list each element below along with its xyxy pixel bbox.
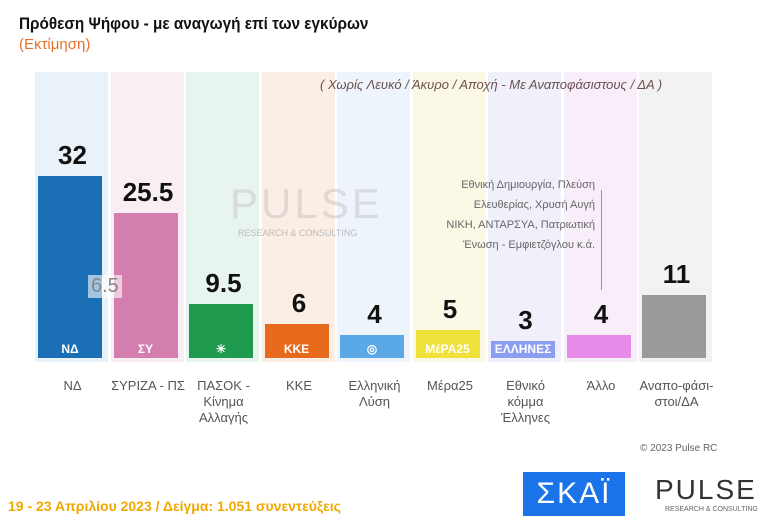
value-label: 4 bbox=[593, 299, 609, 330]
value-label: 32 bbox=[58, 140, 87, 170]
party-logo: ΕΛΛΗΝΕΣ bbox=[494, 342, 552, 356]
value-label: 25.5 bbox=[122, 176, 174, 207]
survey-dates: 19 - 23 Απριλίου 2023 / Δείγμα: 1.051 συ… bbox=[8, 498, 341, 514]
category-label: Ελληνική Λύση bbox=[348, 378, 401, 409]
pulse-logo: PULSE bbox=[655, 474, 757, 505]
other-note-line: Ελευθερίας, Χρυσή Αυγή bbox=[473, 199, 595, 211]
leader-line bbox=[600, 190, 602, 290]
bar bbox=[340, 335, 404, 358]
watermark-subtitle: RESEARCH & CONSULTING bbox=[238, 228, 358, 238]
bar bbox=[491, 340, 555, 358]
bar bbox=[642, 295, 706, 358]
column-background bbox=[337, 72, 410, 362]
party-logo: ΣΥ bbox=[137, 342, 154, 356]
category-label: Εθνικό κόμμα Έλληνες bbox=[501, 378, 550, 425]
party-logo: ΚΚΕ bbox=[283, 342, 310, 356]
chart-subtitle: (Εκτίμηση) bbox=[19, 36, 91, 53]
category-label: ΠΑΣΟΚ - Κίνημα Αλλαγής bbox=[197, 378, 250, 425]
category-label: ΣΥΡΙΖΑ - ΠΣ bbox=[111, 378, 185, 393]
bar bbox=[38, 176, 102, 358]
bar bbox=[415, 329, 480, 358]
bar bbox=[264, 323, 329, 358]
value-label: 6 bbox=[291, 287, 307, 318]
pulse-logo-subtitle: RESEARCH & CONSULTING bbox=[665, 506, 758, 513]
bar bbox=[189, 303, 253, 358]
category-label: Μέρα25 bbox=[427, 378, 473, 393]
other-parties-note: Εθνική Δημιουργία, Πλεύση Ελευθερίας, Χρ… bbox=[395, 175, 595, 255]
category-label: ΝΔ bbox=[63, 378, 82, 393]
party-logo: ◎ bbox=[366, 342, 378, 356]
value-label: 5 bbox=[442, 293, 458, 324]
chart-title: Πρόθεση Ψήφου - με αναγωγή επί των εγκύρ… bbox=[19, 14, 369, 33]
skai-logo: ΣΚΑΪ bbox=[523, 472, 625, 516]
copyright: © 2023 Pulse RC bbox=[640, 443, 718, 454]
column-background bbox=[412, 72, 486, 362]
value-label: 11 bbox=[662, 259, 691, 290]
difference-label: 6.5 bbox=[88, 275, 122, 298]
bar bbox=[113, 212, 178, 358]
party-logo: ΝΔ bbox=[61, 342, 79, 356]
other-note-line: Ένωση - Εμφιετζόγλου κ.ά. bbox=[463, 239, 595, 251]
watermark-logo: PULSE bbox=[230, 180, 383, 227]
party-logo: ΜέΡΑ25 bbox=[425, 342, 470, 356]
chart-note: ( Χωρίς Λευκό / Άκυρο / Αποχή - Με Αναπο… bbox=[320, 77, 663, 92]
party-logo: ☀ bbox=[215, 342, 227, 356]
category-label: Αναπο-φάσι-στοι/ΔΑ bbox=[639, 378, 714, 409]
column-background bbox=[261, 72, 335, 362]
bar bbox=[566, 335, 631, 358]
value-label: 4 bbox=[367, 299, 382, 330]
value-label: 9.5 bbox=[205, 267, 242, 298]
other-note-line: Εθνική Δημιουργία, Πλεύση bbox=[461, 179, 595, 191]
value-label: 3 bbox=[518, 304, 533, 335]
category-label: ΚΚΕ bbox=[285, 378, 312, 393]
other-note-line: ΝΙΚΗ, ΑΝΤΑΡΣΥΑ, Πατριωτική bbox=[446, 219, 595, 231]
category-label: Άλλο bbox=[586, 378, 616, 393]
column-background bbox=[563, 72, 637, 362]
column-background bbox=[488, 72, 561, 362]
